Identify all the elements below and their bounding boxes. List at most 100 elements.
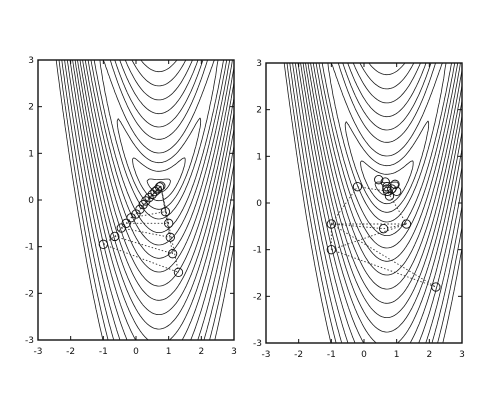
contour-line	[87, 60, 231, 259]
data-point	[387, 184, 397, 194]
contour-line	[318, 63, 456, 249]
contour-line	[292, 63, 462, 343]
y-tick-label: -1	[253, 246, 262, 256]
y-tick-label: 0	[256, 199, 262, 209]
x-tick-label: 0	[361, 350, 367, 360]
data-point	[378, 224, 389, 234]
dotted-segment	[160, 185, 179, 273]
data-point	[380, 177, 390, 187]
y-tick-label: 1	[256, 152, 262, 162]
x-tick-label: 2	[426, 350, 432, 360]
data-point	[164, 218, 174, 228]
contour-line	[327, 63, 447, 223]
contour-line	[64, 60, 234, 340]
y-tick-label: -2	[25, 289, 34, 299]
point-group	[326, 175, 441, 292]
dotted-segment	[331, 223, 437, 288]
data-point	[326, 219, 336, 229]
contour-line	[360, 160, 414, 205]
dotted-segment	[131, 211, 166, 219]
data-point	[390, 179, 400, 189]
y-tick-label: 3	[28, 56, 34, 66]
data-point	[401, 219, 412, 229]
dotted-segment	[331, 223, 407, 251]
contour-line	[312, 63, 461, 276]
x-tick-label: 3	[459, 350, 465, 360]
contour-line	[302, 63, 462, 333]
dotted-segment	[121, 227, 171, 238]
data-point	[135, 204, 145, 214]
y-tick-label: 2	[256, 106, 262, 116]
x-tick-label: -2	[294, 350, 303, 360]
data-point	[374, 175, 384, 185]
data-point	[160, 207, 171, 217]
x-tick-label: 3	[231, 347, 237, 357]
contour-line	[132, 157, 186, 202]
right-panel: -3 -2 -1 0 1 2 3 -3 -2 -1 0 1 2 3	[253, 59, 465, 360]
data-point	[147, 189, 157, 200]
data-point	[116, 223, 126, 233]
dotted-segment	[160, 185, 174, 254]
data-point	[110, 231, 120, 242]
point-group	[98, 181, 184, 277]
x-tick-label: -1	[99, 347, 108, 357]
x-tick-label: 0	[133, 347, 139, 357]
x-tick-label: 1	[166, 347, 172, 357]
data-point	[431, 282, 441, 292]
contour-line	[77, 60, 234, 315]
data-point	[154, 182, 165, 192]
dotted-segment	[331, 249, 437, 288]
contour-line	[55, 60, 234, 340]
contour-line	[99, 60, 219, 220]
x-tick-label: -1	[327, 350, 336, 360]
dotted-segment	[130, 213, 137, 219]
data-point	[121, 218, 131, 228]
data-point	[141, 196, 151, 206]
data-point	[156, 181, 166, 191]
contour-line	[344, 120, 430, 213]
y-tick-label: 2	[28, 103, 34, 113]
dotted-segment	[387, 191, 407, 225]
data-point	[392, 186, 402, 196]
contour-lines	[283, 63, 462, 343]
y-tick-label: -3	[253, 339, 262, 349]
y-tick-label: 3	[256, 59, 262, 69]
data-point	[384, 191, 395, 201]
contour-line	[310, 63, 462, 290]
contour-line	[82, 60, 234, 287]
x-tick-label: -3	[262, 350, 271, 360]
y-tick-label: -1	[25, 243, 34, 253]
dotted-segment	[120, 223, 127, 229]
data-point	[326, 245, 336, 255]
dotted-segment	[148, 185, 162, 198]
y-tick-label: -2	[253, 292, 262, 302]
dotted-segment	[330, 186, 358, 225]
contour-line	[74, 60, 234, 330]
contour-line	[305, 63, 462, 318]
contour-line	[90, 60, 228, 246]
contour-line	[84, 60, 233, 273]
contour-line	[116, 117, 202, 210]
contour-line	[307, 63, 462, 304]
x-tick-label: 1	[394, 350, 400, 360]
data-point	[144, 193, 154, 203]
dotted-segment	[125, 217, 132, 224]
data-point	[352, 182, 363, 192]
contour-line	[286, 63, 462, 343]
contour-line	[315, 63, 459, 262]
x-tick-label: -3	[34, 347, 43, 357]
dotted-segment	[103, 236, 116, 245]
contour-line	[58, 60, 234, 340]
y-tick-label: -3	[25, 336, 34, 346]
data-point	[167, 249, 178, 259]
data-point	[165, 232, 175, 242]
dotted-segment	[114, 235, 173, 255]
dotted-segment	[135, 185, 162, 215]
contour-line	[283, 63, 462, 343]
contour-line	[93, 60, 224, 233]
contour-line	[79, 60, 234, 301]
data-point	[382, 184, 392, 194]
y-tick-label: 1	[28, 149, 34, 159]
x-tick-label: 2	[198, 347, 204, 357]
